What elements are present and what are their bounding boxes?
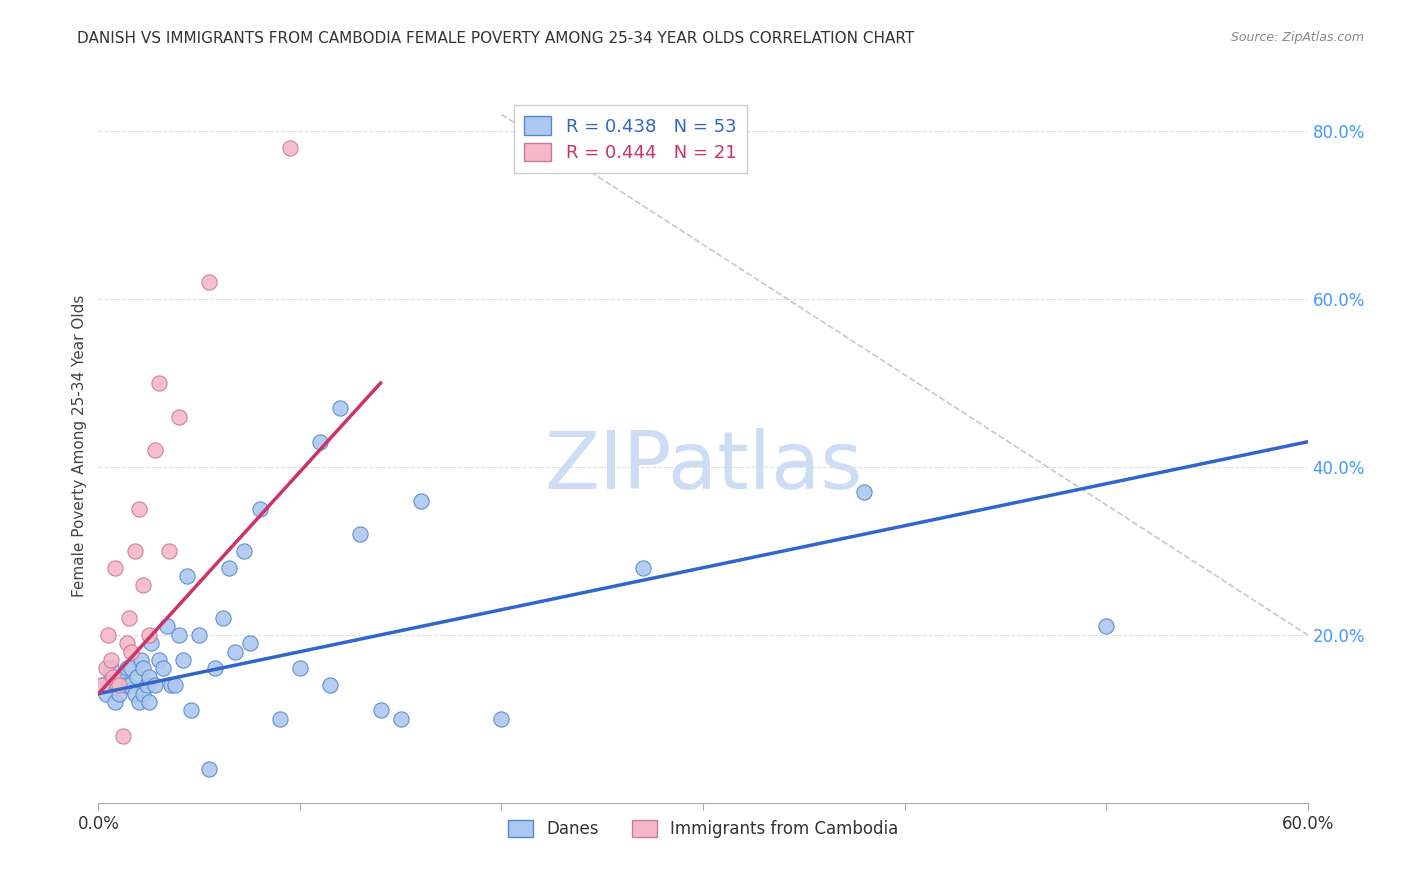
Point <box>100 653 122 667</box>
Point <box>1095 619 1118 633</box>
Point <box>118 611 141 625</box>
Point <box>389 712 412 726</box>
Point <box>118 678 141 692</box>
Point <box>111 729 134 743</box>
Point <box>224 645 246 659</box>
Point <box>111 670 134 684</box>
Point <box>163 678 186 692</box>
Point <box>204 661 226 675</box>
Point <box>152 661 174 675</box>
Point <box>128 502 150 516</box>
Point <box>491 712 513 726</box>
Y-axis label: Female Poverty Among 25-34 Year Olds: Female Poverty Among 25-34 Year Olds <box>72 295 87 597</box>
Point <box>148 653 170 667</box>
Text: Source: ZipAtlas.com: Source: ZipAtlas.com <box>1230 31 1364 45</box>
Point <box>139 636 162 650</box>
Point <box>232 544 254 558</box>
Point <box>218 560 240 574</box>
Point <box>278 141 301 155</box>
Point <box>409 493 432 508</box>
Point <box>107 678 129 692</box>
Point <box>167 409 190 424</box>
Point <box>120 645 142 659</box>
Point <box>319 678 342 692</box>
Point <box>91 678 114 692</box>
Point <box>115 661 138 675</box>
Point <box>853 485 876 500</box>
Point <box>143 678 166 692</box>
Point <box>198 762 221 776</box>
Point <box>132 661 155 675</box>
Point <box>160 678 183 692</box>
Point <box>103 695 125 709</box>
Point <box>370 703 392 717</box>
Point <box>138 670 160 684</box>
Point <box>135 678 157 692</box>
Point <box>249 502 271 516</box>
Point <box>115 636 138 650</box>
Point <box>101 670 124 684</box>
Point <box>143 443 166 458</box>
Point <box>96 661 118 675</box>
Point <box>100 670 122 684</box>
Point <box>329 401 352 416</box>
Text: DANISH VS IMMIGRANTS FROM CAMBODIA FEMALE POVERTY AMONG 25-34 YEAR OLDS CORRELAT: DANISH VS IMMIGRANTS FROM CAMBODIA FEMAL… <box>77 31 914 46</box>
Point <box>138 695 160 709</box>
Legend: Danes, Immigrants from Cambodia: Danes, Immigrants from Cambodia <box>501 813 905 845</box>
Point <box>132 687 155 701</box>
Point <box>198 275 221 289</box>
Text: ZIPatlas: ZIPatlas <box>544 428 862 507</box>
Point <box>631 560 654 574</box>
Point <box>91 678 114 692</box>
Point <box>176 569 198 583</box>
Point <box>132 577 155 591</box>
Point <box>125 670 148 684</box>
Point <box>100 661 122 675</box>
Point <box>157 544 180 558</box>
Point <box>124 687 146 701</box>
Point <box>148 376 170 390</box>
Point <box>172 653 194 667</box>
Point <box>188 628 211 642</box>
Point <box>107 687 129 701</box>
Point <box>212 611 235 625</box>
Point <box>167 628 190 642</box>
Point <box>120 661 142 675</box>
Point <box>129 653 152 667</box>
Point <box>239 636 262 650</box>
Point <box>97 628 120 642</box>
Point <box>180 703 202 717</box>
Point <box>128 695 150 709</box>
Point <box>269 712 291 726</box>
Point <box>138 628 160 642</box>
Point <box>124 544 146 558</box>
Point <box>309 434 332 449</box>
Point <box>349 527 371 541</box>
Point <box>96 687 118 701</box>
Point <box>288 661 311 675</box>
Point <box>156 619 179 633</box>
Point <box>103 560 125 574</box>
Point <box>114 678 136 692</box>
